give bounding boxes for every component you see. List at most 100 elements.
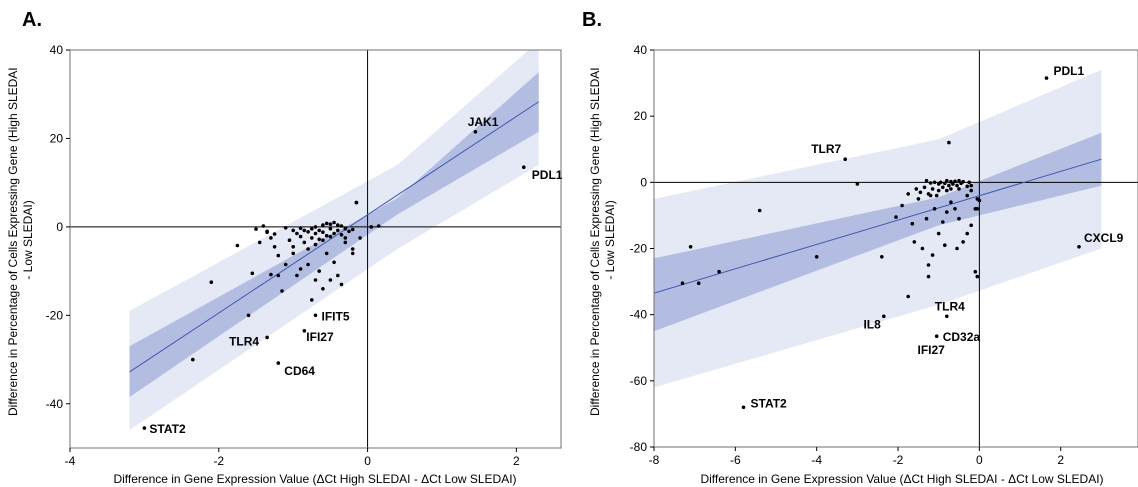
panel-b-data-point [916,197,921,201]
panel-a-data-point [354,200,359,205]
panel-b-y-tick-label: 0 [640,175,647,189]
panel-b-data-point [910,221,915,226]
panel-b-data-point [945,178,949,183]
panel-b-data-point [680,281,685,286]
panel-a-data-point [246,313,251,318]
panel-b-data-point [914,187,919,191]
panel-b-data-point [936,188,941,193]
panel-b-annotation-il8: IL8 [863,317,881,331]
panel-a-y-axis-title: Difference in Percentage of Cells Expres… [6,64,35,416]
panel-b-data-point [955,246,959,251]
panel-b-data-point [975,207,980,211]
panel-a-data-point [310,298,314,302]
panel-a-data-point [298,226,303,230]
panel-b-data-point [947,183,951,188]
panel-a-data-point [313,278,318,282]
panel-b-data-point [926,263,931,267]
panel-a-data-point [324,233,329,238]
panel-b-data-point [938,180,943,185]
panel-a-data-point [332,220,336,225]
panel-b-data-point [975,197,980,201]
panel-b-data-point [949,200,953,204]
panel-b-x-tick-label: 0 [976,453,983,467]
panel-a-data-point [269,236,273,240]
panel-b-x-tick-label: -2 [893,453,904,467]
panel-a-data-point [347,229,351,234]
panel-b-data-point [930,253,935,257]
panel-a-data-point [328,234,333,239]
panel-a-y-tick-label: 20 [50,131,64,145]
panel-b-data-point [941,220,945,224]
panel-b-data-point [930,187,935,191]
panel-b-data-point [717,269,721,274]
panel-a-data-point [339,224,344,228]
panel-b-x-tick-label: -8 [649,453,660,467]
panel-a-plot-area: -4 -2 0 240200-20-40JAK1PDL1IFIT5IFI27TLR4C… [46,43,563,468]
panel-a-data-point [295,231,299,236]
panel-b-data-point [906,192,910,196]
panel-a-data-point [257,240,262,245]
panel-a-label: A. [22,9,42,31]
panel-a-data-point [313,242,318,247]
panel-b-data-point [928,193,933,198]
panel-a-data-point [321,230,325,234]
panel-b-data-point [912,240,917,244]
panel-b-chart: B. Difference in Percentage of Cells Exp… [582,9,1138,486]
panel-a-y-tick-label: 40 [50,43,64,57]
panel-b-data-point [934,193,939,198]
panel-a-data-point [142,426,147,430]
panel-a-x-axis-title: Difference in Gene Expression Value (ΔCt… [113,472,516,486]
panel-a-data-point [317,237,322,242]
panel-a-fit-line [129,101,539,373]
panel-b-y-tick-label: 40 [634,43,648,57]
panel-a-x-tick-label: -4 [65,454,76,468]
panel-b-data-point [953,179,957,184]
panel-b-data-point [941,185,945,190]
panel-b-data-point [934,334,939,339]
panel-b-data-point [855,182,860,186]
panel-a-data-point [306,230,310,234]
panel-a-data-point [269,272,273,277]
panel-a-data-point [317,269,322,273]
panel-a-data-point [283,262,288,267]
panel-b-plot-area: -8 -6 -4 -2 0 240200-20-40-60-80PDL1TLR7CXCL9… [630,43,1138,467]
panel-b-data-point [906,294,910,299]
panel-b-y-tick-label: 20 [634,109,648,123]
panel-b-data-point [900,203,904,208]
panel-b-data-point [814,254,819,259]
panel-b-data-point [961,179,965,184]
panel-a-data-point [328,226,333,231]
panel-a-data-point [254,227,258,231]
panel-a-data-point [336,223,340,227]
panel-b-data-point [924,216,929,221]
panel-b-data-point [688,245,693,249]
panel-b-data-point [932,207,937,211]
panel-a-data-point [313,313,318,318]
panel-a-data-point [376,224,381,228]
panel-a-data-point [291,245,296,249]
panel-b-data-point [918,190,923,195]
panel-a-data-point [272,232,277,236]
panel-b-data-point [741,405,746,410]
panel-b-annotation-tlr7: TLR7 [811,142,841,156]
panel-a-data-point [291,228,296,233]
panel-b-data-point [965,193,969,198]
panel-a-data-point [343,240,348,245]
panel-a-data-point [473,130,478,134]
panel-b-data-point [920,246,925,251]
panel-a-data-point [324,221,329,226]
panel-a-data-point [276,253,281,258]
panel-b-data-point [955,183,959,188]
panel-b-data-point [1077,245,1081,249]
panel-b-data-point [967,180,971,185]
panel-a-x-tick-label: 0 [364,454,371,468]
panel-a-data-point [306,262,310,267]
panel-a-data-point [369,225,374,229]
panel-b-y-axis-title: Difference in Percentage of Cells Expres… [588,64,617,416]
panel-b-data-point [965,184,969,189]
panel-b-x-tick-label: 2 [1057,453,1064,467]
panel-b-data-point [894,215,898,219]
panel-b-data-point [945,314,949,319]
panel-a-y-tick-label: 0 [56,220,63,234]
panel-b-data-point [943,181,947,186]
